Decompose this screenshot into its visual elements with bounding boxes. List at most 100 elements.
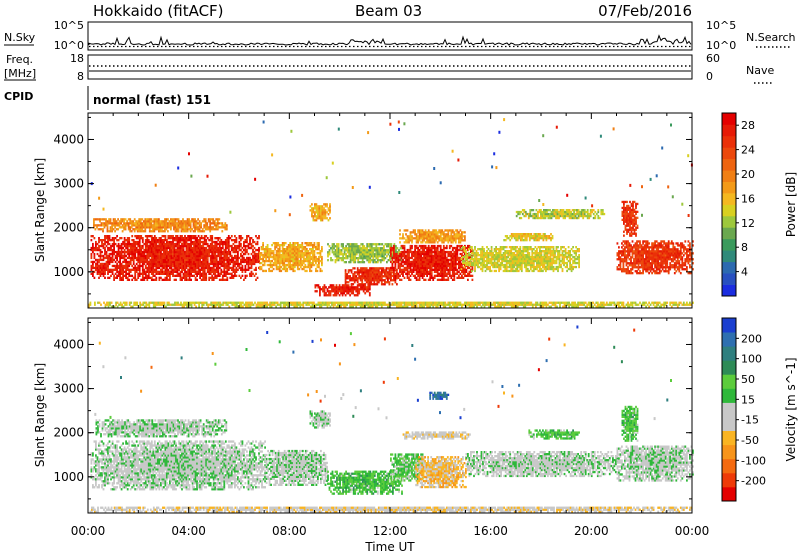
heatmap-cell <box>150 266 153 270</box>
heatmap-cell <box>502 248 505 251</box>
heatmap-cell <box>152 260 155 264</box>
heatmap-cell <box>116 254 118 258</box>
heatmap-cell <box>161 242 164 246</box>
heatmap-cell <box>513 252 516 255</box>
heatmap-cell <box>190 235 192 238</box>
heatmap-cell <box>252 244 254 248</box>
heatmap-cell <box>206 260 209 264</box>
heatmap-cell <box>129 274 132 277</box>
heatmap-cell <box>380 283 383 286</box>
heatmap-cell <box>140 250 143 254</box>
heatmap-cell <box>110 252 112 256</box>
heatmap-cell <box>187 239 189 242</box>
heatmap-cell <box>321 211 324 214</box>
heatmap-cell <box>178 266 180 270</box>
heatmap-cell <box>170 242 173 246</box>
heatmap-cell <box>163 254 165 258</box>
heatmap-cell <box>123 240 126 244</box>
heatmap-cell <box>135 235 138 238</box>
heatmap-cell <box>120 262 123 266</box>
heatmap-cell <box>513 265 516 269</box>
heatmap-cell <box>206 244 209 248</box>
heatmap-cell <box>158 264 161 268</box>
heatmap-cell <box>211 237 214 240</box>
heatmap-cell <box>194 239 197 242</box>
heatmap-cell <box>447 276 450 279</box>
heatmap-cell <box>188 254 191 258</box>
heatmap-cell <box>166 274 168 277</box>
heatmap-cell <box>138 274 141 277</box>
heatmap-cell <box>107 256 109 260</box>
heatmap-cell <box>454 239 457 242</box>
heatmap-cell <box>205 260 208 264</box>
heatmap-cell <box>397 260 400 264</box>
heatmap-cell <box>176 235 179 238</box>
heatmap-cell <box>165 220 168 223</box>
heatmap-cell <box>109 226 112 229</box>
heatmap-cell <box>247 244 250 248</box>
heatmap-cell <box>185 237 188 240</box>
heatmap-cell <box>161 252 164 256</box>
heatmap-cell <box>170 240 173 244</box>
heatmap-cell <box>137 250 140 254</box>
heatmap-cell <box>176 242 179 246</box>
heatmap-cell <box>477 263 479 267</box>
heatmap-cell <box>167 237 170 240</box>
heatmap-cell <box>126 264 129 268</box>
heatmap-cell <box>157 270 159 273</box>
heatmap-cell <box>344 269 347 272</box>
heatmap-cell <box>107 270 109 273</box>
heatmap-cell <box>456 258 459 262</box>
heatmap-cell <box>122 240 124 244</box>
heatmap-cell <box>158 252 161 256</box>
heatmap-cell <box>146 235 149 238</box>
heatmap-cell <box>111 250 114 254</box>
heatmap-cell <box>205 256 208 260</box>
heatmap-cell <box>393 246 395 250</box>
heatmap-cell <box>117 254 120 258</box>
heatmap-cell <box>185 244 188 248</box>
heatmap-cell <box>124 218 127 221</box>
heatmap-cell <box>161 266 164 270</box>
heatmap-cell <box>157 258 159 262</box>
heatmap-cell <box>196 254 198 258</box>
heatmap-cell <box>157 264 159 268</box>
heatmap-cell <box>327 243 329 246</box>
heatmap-cell <box>137 272 140 275</box>
heatmap-cell <box>102 239 105 242</box>
noise-left-tick-top: 10^5 <box>54 19 84 32</box>
heatmap-cell <box>99 262 102 266</box>
heatmap-cell <box>107 268 109 271</box>
heatmap-cell <box>153 254 156 258</box>
heatmap-cell <box>182 266 185 270</box>
heatmap-cell <box>170 258 173 262</box>
heatmap-cell <box>182 237 185 240</box>
heatmap-cell <box>196 262 198 266</box>
heatmap-cell <box>117 266 120 270</box>
heatmap-cell <box>471 269 473 273</box>
heatmap-cell <box>345 261 347 264</box>
heatmap-cell <box>181 250 183 254</box>
heatmap-cell <box>313 252 316 255</box>
heatmap-cell <box>430 274 433 277</box>
heatmap-cell <box>173 250 176 254</box>
heatmap-cell <box>125 270 127 273</box>
heatmap-cell <box>172 235 174 238</box>
heatmap-cell <box>483 248 485 251</box>
heatmap-cell <box>163 250 165 254</box>
heatmap-cell <box>199 256 201 260</box>
heatmap-cell <box>260 246 263 249</box>
heatmap-cell <box>195 220 198 223</box>
heatmap-cell <box>146 237 149 240</box>
heatmap-cell <box>234 264 236 268</box>
heatmap-cell <box>218 244 221 248</box>
heatmap-cell <box>176 260 179 264</box>
heatmap-cell <box>396 247 399 250</box>
heatmap-cell <box>456 256 459 260</box>
heatmap-cell <box>138 270 141 273</box>
heatmap-cell <box>187 262 189 266</box>
heatmap-cell <box>193 235 195 238</box>
heatmap-cell <box>96 262 99 266</box>
heatmap-cell <box>211 274 214 277</box>
heatmap-cell <box>366 243 369 246</box>
